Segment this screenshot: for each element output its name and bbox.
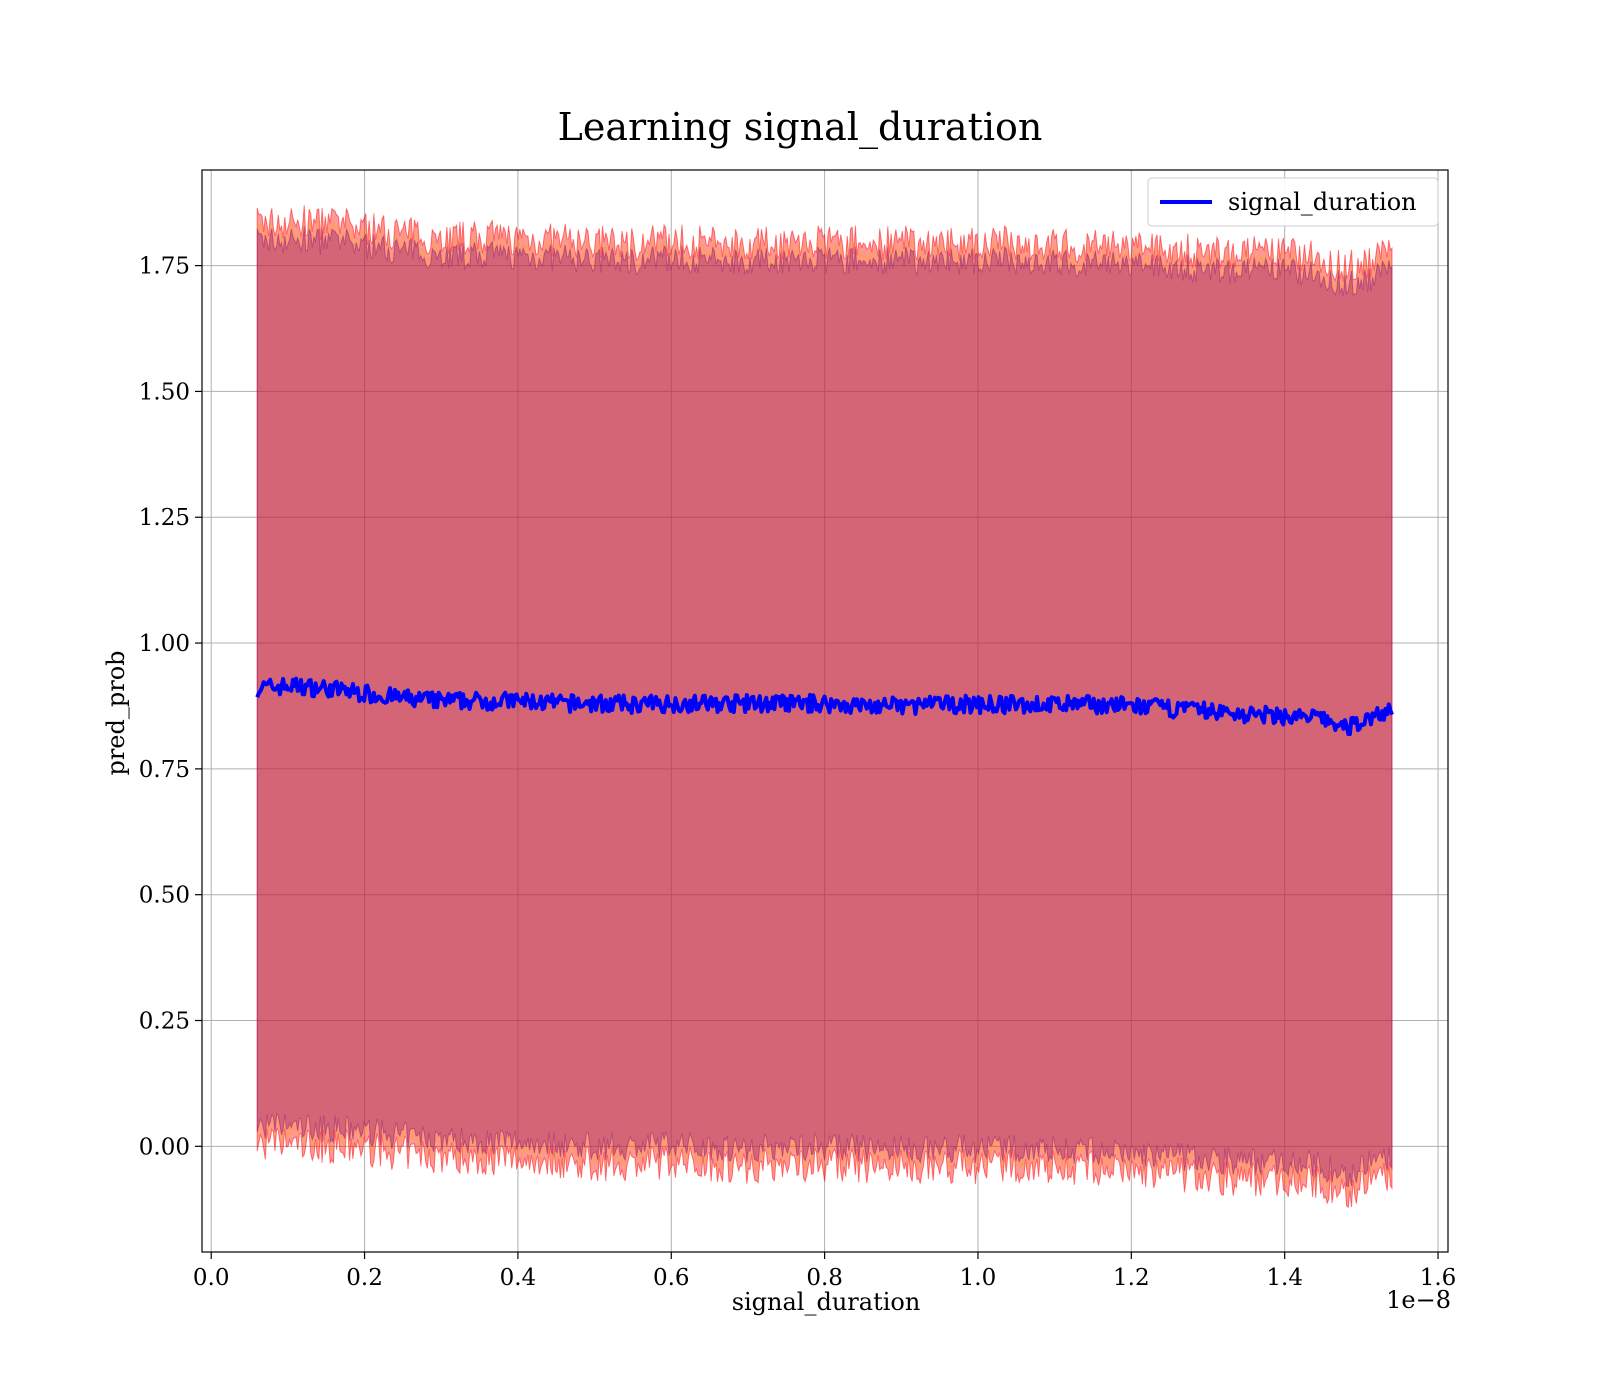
gridlines — [202, 170, 1448, 1252]
x-tick-label: 1.2 — [1113, 1265, 1150, 1291]
x-axis-offset-label: 1e−8 — [1386, 1286, 1451, 1314]
x-tick-label: 1.0 — [960, 1265, 997, 1291]
legend-box — [1147, 177, 1439, 227]
x-tick-label: 1.4 — [1266, 1265, 1303, 1291]
middle-band — [257, 216, 1393, 1197]
x-tick-label: 1.6 — [1420, 1265, 1457, 1291]
y-tick-label: 0.75 — [139, 757, 190, 783]
x-tick-label: 0.6 — [653, 1265, 690, 1291]
y-tick-label: 1.25 — [139, 505, 190, 531]
series-lines — [255, 676, 1394, 736]
series-line-signal-duration — [255, 676, 1394, 736]
legend-entry: signal_duration — [1228, 188, 1417, 216]
y-tick-label: 1.00 — [139, 631, 190, 657]
x-tick-label: 0.2 — [346, 1265, 383, 1291]
y-tick-label: 1.50 — [139, 379, 190, 405]
outer-band — [256, 205, 1393, 1209]
x-tick-label: 0.0 — [193, 1265, 230, 1291]
y-axis-label: pred_prob — [102, 650, 130, 775]
y-tick-label: 1.75 — [139, 254, 190, 280]
legend: signal_duration — [1147, 177, 1439, 227]
x-axis-ticks: 0.0 0.2 0.4 0.6 0.8 1.0 1.2 1.4 1.6 — [193, 1252, 1456, 1291]
x-axis-label: signal_duration — [732, 1288, 921, 1316]
chart-title: Learning signal_duration — [558, 105, 1043, 150]
x-tick-label: 0.4 — [500, 1265, 537, 1291]
confidence-bands — [256, 205, 1393, 1209]
y-tick-label: 0.50 — [139, 883, 190, 909]
inner-band — [256, 226, 1393, 1188]
y-tick-label: 0.00 — [139, 1134, 190, 1160]
x-tick-label: 0.8 — [806, 1265, 843, 1291]
y-tick-label: 0.25 — [139, 1009, 190, 1035]
y-axis-ticks: 0.00 0.25 0.50 0.75 1.00 1.25 1.50 1.75 — [139, 254, 202, 1160]
